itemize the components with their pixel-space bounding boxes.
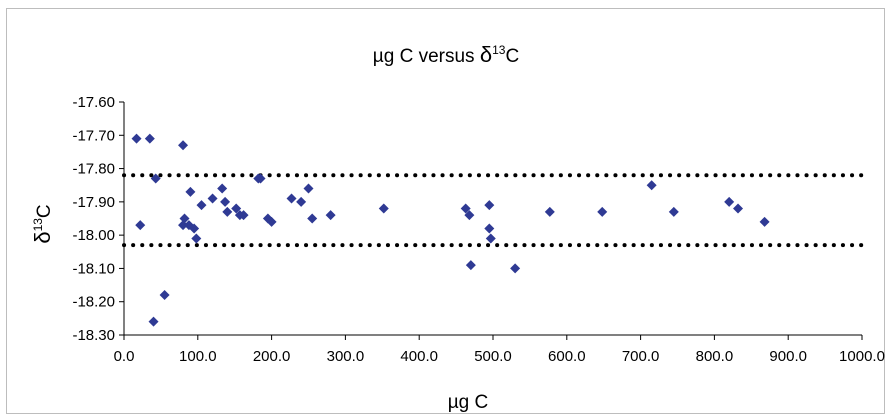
x-tick-label: 400.0: [400, 348, 438, 365]
data-point: [724, 196, 735, 207]
y-tick-label: -17.60: [72, 94, 115, 111]
data-point: [185, 186, 196, 197]
y-tick-label: -18.00: [72, 227, 115, 244]
data-point: [191, 233, 202, 244]
x-axis-ticks: 0.0 100.0 200.0 300.0 400.0 500.0 600.0 700.0 80…: [114, 335, 885, 365]
data-point: [217, 183, 228, 194]
data-point: [220, 196, 231, 207]
data-point: [144, 133, 155, 144]
data-point: [178, 140, 189, 151]
y-tick-label: -18.30: [72, 327, 115, 344]
data-point: [178, 220, 189, 231]
y-tick-label: -17.90: [72, 194, 115, 211]
y-tick-label: -17.80: [72, 161, 115, 178]
chart-title-delta: δ: [480, 42, 492, 67]
y-tick-label: -18.20: [72, 294, 115, 311]
data-point: [238, 210, 249, 221]
data-point: [460, 203, 471, 214]
data-point: [159, 290, 170, 301]
plot-area: -17.60 -17.70 -17.80 -17.90 -18.00 -18.10 -18.…: [72, 94, 884, 365]
x-tick-label: 200.0: [253, 348, 291, 365]
x-tick-label: 300.0: [327, 348, 365, 365]
data-point: [465, 260, 476, 271]
data-point: [231, 203, 242, 214]
y-axis-label-delta: δ: [30, 231, 55, 243]
data-point: [296, 196, 307, 207]
data-point: [196, 200, 207, 211]
data-point: [266, 216, 277, 227]
chart-title: µg C versus δ13C: [373, 42, 519, 67]
data-point: [484, 223, 495, 234]
data-point: [286, 193, 297, 204]
data-point: [148, 316, 159, 327]
chart-title-tail: C: [505, 46, 519, 67]
y-axis-label-group: δ13C: [30, 204, 55, 243]
x-tick-label: 100.0: [179, 348, 217, 365]
data-point: [544, 206, 555, 217]
chart-title-main: µg C versus: [373, 46, 480, 67]
data-point: [759, 216, 770, 227]
data-point: [150, 173, 161, 184]
x-tick-label: 800.0: [696, 348, 734, 365]
y-tick-label: -17.70: [72, 127, 115, 144]
data-point: [222, 206, 233, 217]
x-tick-label: 700.0: [622, 348, 660, 365]
y-tick-label: -18.10: [72, 260, 115, 277]
chart-title-sup: 13: [492, 43, 506, 57]
data-point: [303, 183, 314, 194]
y-axis-label-sup: 13: [31, 218, 45, 232]
y-axis-ticks: -17.60 -17.70 -17.80 -17.90 -18.00 -18.10 -18.…: [72, 94, 124, 344]
data-point: [378, 203, 389, 214]
data-point: [255, 173, 266, 184]
data-point: [484, 200, 495, 211]
data-point: [131, 133, 142, 144]
data-point: [179, 213, 190, 224]
y-axis-label-tail: C: [34, 204, 55, 218]
x-tick-label: 1000.0: [839, 348, 885, 365]
data-point: [325, 210, 336, 221]
y-axis-label: δ13C: [30, 204, 55, 243]
data-point: [485, 233, 496, 244]
data-point: [668, 206, 679, 217]
data-point: [307, 213, 318, 224]
x-tick-label: 0.0: [114, 348, 135, 365]
data-points: [131, 133, 770, 327]
data-point: [464, 210, 475, 221]
x-axis-label: µg C: [448, 392, 489, 413]
data-point: [646, 180, 657, 191]
x-tick-label: 600.0: [548, 348, 586, 365]
data-point: [207, 193, 218, 204]
data-point: [189, 223, 200, 234]
data-point: [733, 203, 744, 214]
data-point: [510, 263, 521, 274]
data-point: [135, 220, 146, 231]
x-tick-label: 500.0: [474, 348, 512, 365]
x-tick-label: 900.0: [769, 348, 807, 365]
data-point: [597, 206, 608, 217]
